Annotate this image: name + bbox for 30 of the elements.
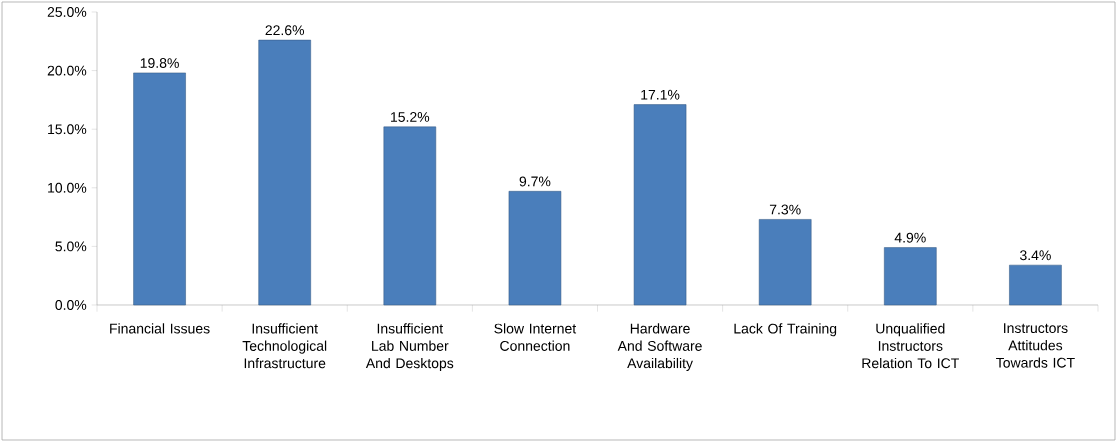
bar bbox=[884, 247, 937, 306]
data-label: 7.3% bbox=[769, 204, 801, 215]
bar bbox=[1009, 264, 1062, 306]
data-label: 3.4% bbox=[1020, 250, 1051, 261]
y-tick-label: 10.0% bbox=[48, 182, 87, 193]
bar bbox=[258, 39, 311, 306]
data-label: 22.6% bbox=[265, 25, 305, 36]
data-label: 17.1% bbox=[641, 89, 680, 100]
data-label: 19.8% bbox=[140, 58, 179, 69]
x-tick-label: Slow Internet Connection bbox=[494, 323, 577, 351]
y-tick-label: 15.0% bbox=[48, 124, 87, 135]
bar bbox=[383, 126, 437, 306]
bar bbox=[508, 191, 562, 306]
x-tick-label: Insufficient Lab Number And Desktops bbox=[365, 323, 454, 371]
data-label: 15.2% bbox=[391, 112, 430, 122]
x-tick-label: Instructors Attitudes Towards ICT bbox=[996, 323, 1075, 368]
x-tick-label: Insufficient Technological Infrastructure bbox=[242, 323, 327, 369]
data-label: 4.9% bbox=[894, 232, 926, 243]
y-tick-label: 20.0% bbox=[47, 65, 87, 76]
x-tick-label: Lack Of Training bbox=[734, 323, 837, 337]
y-tick-label: 5.0% bbox=[55, 241, 87, 252]
y-tick-label: 0.0% bbox=[55, 300, 87, 310]
data-label: 9.7% bbox=[519, 176, 551, 187]
bar bbox=[758, 219, 812, 306]
bar bbox=[133, 72, 186, 306]
x-tick-label: Financial Issues bbox=[110, 323, 210, 334]
y-tick-label: 25.0% bbox=[47, 7, 87, 17]
x-tick-label: Unqualified Instructors Relation To ICT bbox=[862, 323, 959, 369]
bar bbox=[633, 104, 687, 306]
x-tick-label: Hardware And Software Availability bbox=[617, 323, 702, 371]
